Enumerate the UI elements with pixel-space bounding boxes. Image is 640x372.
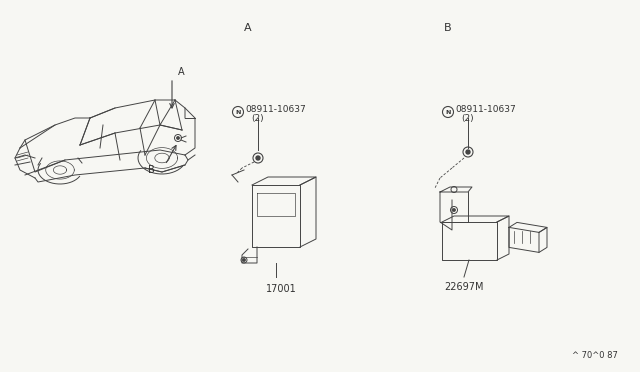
Text: B: B bbox=[148, 165, 155, 175]
Text: 08911-10637: 08911-10637 bbox=[455, 106, 516, 115]
Text: N: N bbox=[445, 109, 451, 115]
Circle shape bbox=[177, 137, 179, 139]
Text: A: A bbox=[244, 23, 252, 33]
Text: 17001: 17001 bbox=[266, 284, 296, 294]
Text: ^ 70^0 87: ^ 70^0 87 bbox=[572, 351, 618, 360]
Circle shape bbox=[243, 259, 245, 261]
Circle shape bbox=[453, 209, 455, 211]
Text: N: N bbox=[236, 109, 241, 115]
Text: B: B bbox=[444, 23, 452, 33]
Text: A: A bbox=[178, 67, 184, 77]
Circle shape bbox=[256, 156, 260, 160]
Text: 22697M: 22697M bbox=[444, 282, 484, 292]
Text: 08911-10637: 08911-10637 bbox=[245, 106, 306, 115]
Text: (2): (2) bbox=[251, 115, 264, 124]
Text: (2): (2) bbox=[461, 115, 474, 124]
Circle shape bbox=[466, 150, 470, 154]
